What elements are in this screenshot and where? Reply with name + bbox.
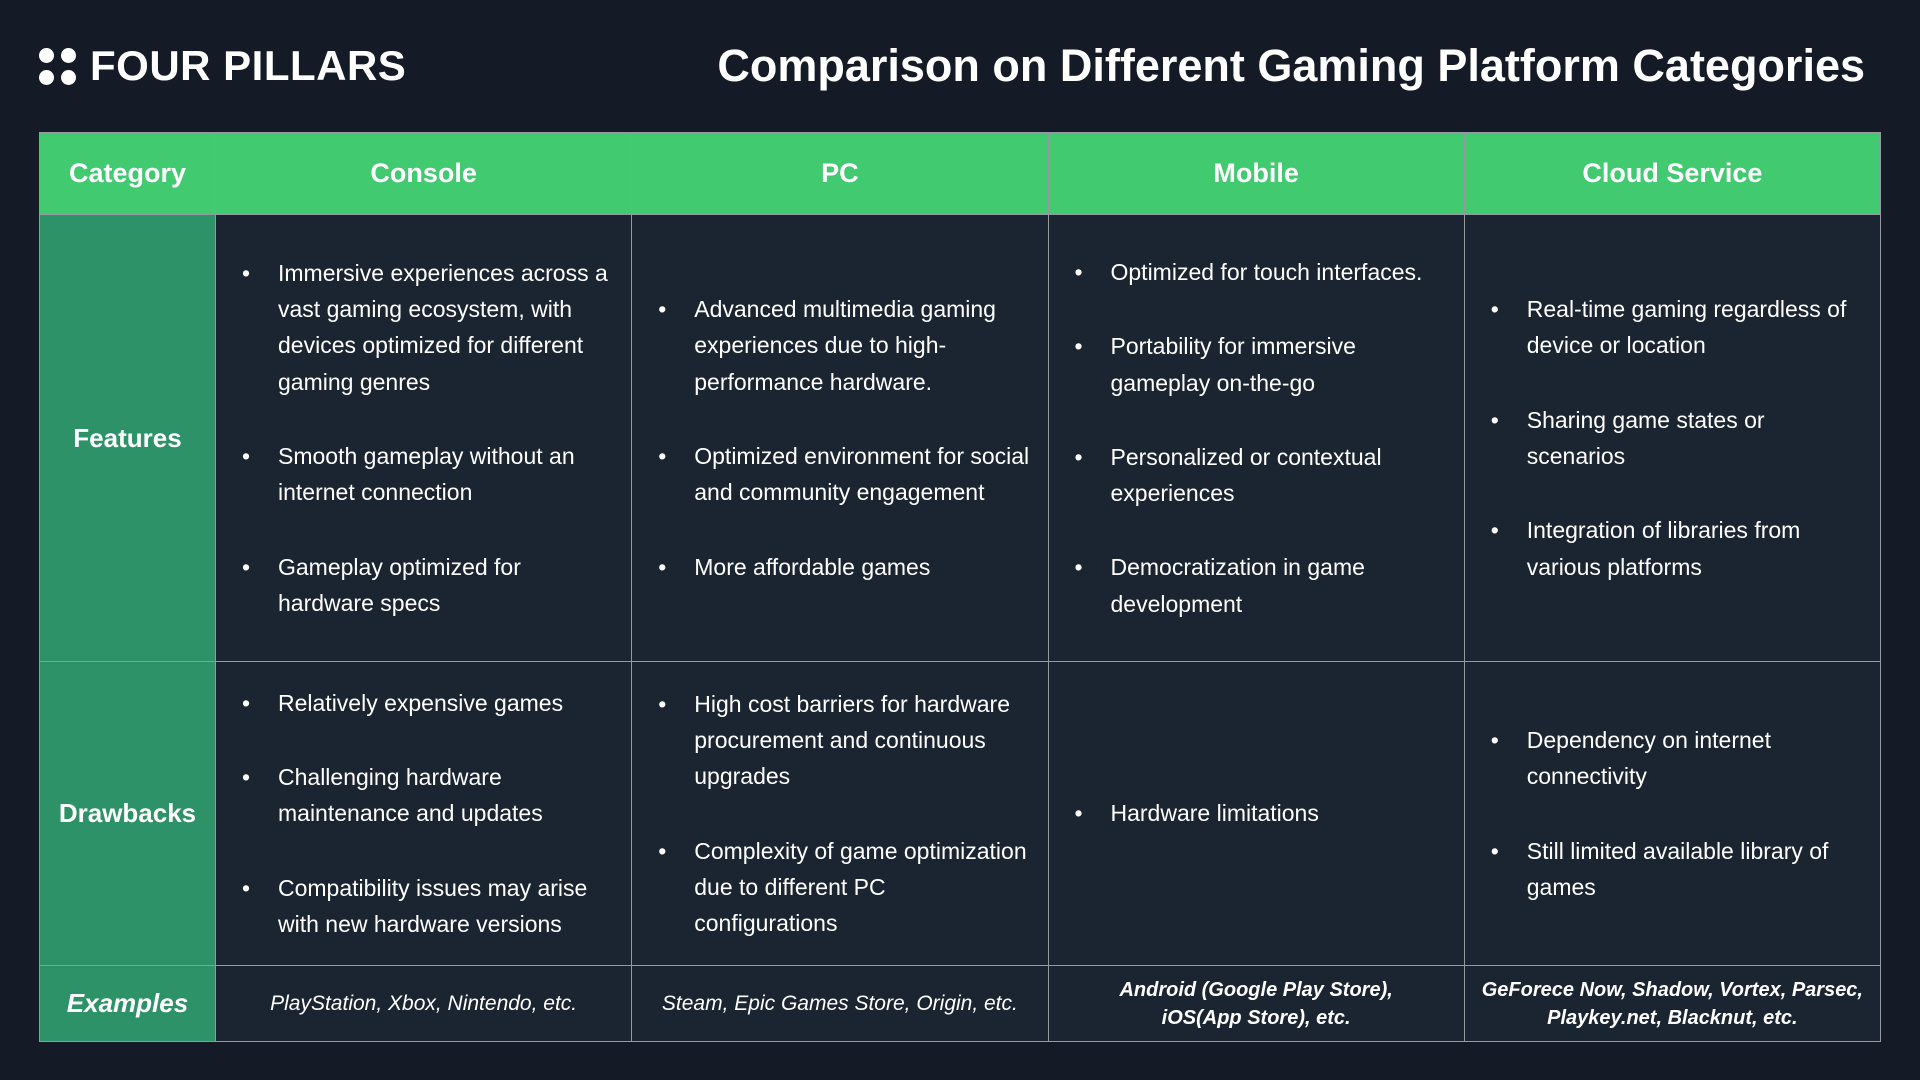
comparison-table: Category Console PC Mobile Cloud Service… bbox=[39, 132, 1881, 1042]
list-item: High cost barriers for hardware procurem… bbox=[632, 686, 1041, 795]
list-item: Optimized environment for social and com… bbox=[632, 438, 1041, 511]
four-dots-icon bbox=[39, 47, 76, 85]
list-item: Complexity of game optimization due to d… bbox=[632, 833, 1041, 942]
list-item: Democratization in game development bbox=[1049, 549, 1458, 622]
list-item: Smooth gameplay without an internet conn… bbox=[216, 438, 625, 511]
list-item: Still limited available library of games bbox=[1465, 833, 1874, 906]
features-console-cell: Immersive experiences across a vast gami… bbox=[216, 215, 632, 661]
row-label-features: Features bbox=[40, 215, 215, 661]
row-label-drawbacks: Drawbacks bbox=[40, 662, 215, 965]
list-item: Portability for immersive gameplay on-th… bbox=[1049, 328, 1458, 401]
drawbacks-pc-cell: High cost barriers for hardware procurem… bbox=[632, 662, 1048, 965]
features-cloud-cell: Real-time gaming regardless of device or… bbox=[1464, 215, 1880, 661]
list-item: Advanced multimedia gaming experiences d… bbox=[632, 291, 1041, 400]
list-item: Optimized for touch interfaces. bbox=[1049, 254, 1458, 291]
list-item: Integration of libraries from various pl… bbox=[1465, 512, 1874, 585]
examples-mobile-cell: Android (Google Play Store), iOS(App Sto… bbox=[1048, 966, 1464, 1041]
list-item: Personalized or contextual experiences bbox=[1049, 439, 1458, 512]
drawbacks-cloud-cell: Dependency on internet connectivity Stil… bbox=[1464, 662, 1880, 965]
list-item: Gameplay optimized for hardware specs bbox=[216, 549, 625, 622]
list-item: Sharing game states or scenarios bbox=[1465, 402, 1874, 475]
top-bar: FOUR PILLARS Comparison on Different Gam… bbox=[0, 0, 1920, 132]
drawbacks-console-cell: Relatively expensive games Challenging h… bbox=[216, 662, 632, 965]
list-item: Dependency on internet connectivity bbox=[1465, 722, 1874, 795]
examples-cloud-cell: GeForece Now, Shadow, Vortex, Parsec, Pl… bbox=[1464, 966, 1880, 1041]
column-header-cloud-service: Cloud Service bbox=[1464, 133, 1880, 214]
features-mobile-cell: Optimized for touch interfaces. Portabil… bbox=[1048, 215, 1464, 661]
column-header-mobile: Mobile bbox=[1048, 133, 1464, 214]
list-item: Hardware limitations bbox=[1049, 795, 1458, 832]
list-item: Immersive experiences across a vast gami… bbox=[216, 255, 625, 400]
column-header-category: Category bbox=[40, 133, 215, 214]
list-item: Relatively expensive games bbox=[216, 685, 625, 722]
features-pc-cell: Advanced multimedia gaming experiences d… bbox=[632, 215, 1048, 661]
drawbacks-mobile-cell: Hardware limitations bbox=[1048, 662, 1464, 965]
column-header-pc: PC bbox=[632, 133, 1048, 214]
logo: FOUR PILLARS bbox=[39, 42, 406, 90]
examples-console-cell: PlayStation, Xbox, Nintendo, etc. bbox=[216, 966, 632, 1041]
list-item: Real-time gaming regardless of device or… bbox=[1465, 291, 1874, 364]
row-label-examples: Examples bbox=[40, 966, 215, 1041]
logo-text: FOUR PILLARS bbox=[90, 42, 407, 89]
list-item: More affordable games bbox=[632, 549, 1041, 586]
list-item: Compatibility issues may arise with new … bbox=[216, 870, 625, 943]
page-title: Comparison on Different Gaming Platform … bbox=[717, 40, 1865, 91]
examples-pc-cell: Steam, Epic Games Store, Origin, etc. bbox=[632, 966, 1048, 1041]
column-header-console: Console bbox=[216, 133, 632, 214]
list-item: Challenging hardware maintenance and upd… bbox=[216, 759, 625, 832]
